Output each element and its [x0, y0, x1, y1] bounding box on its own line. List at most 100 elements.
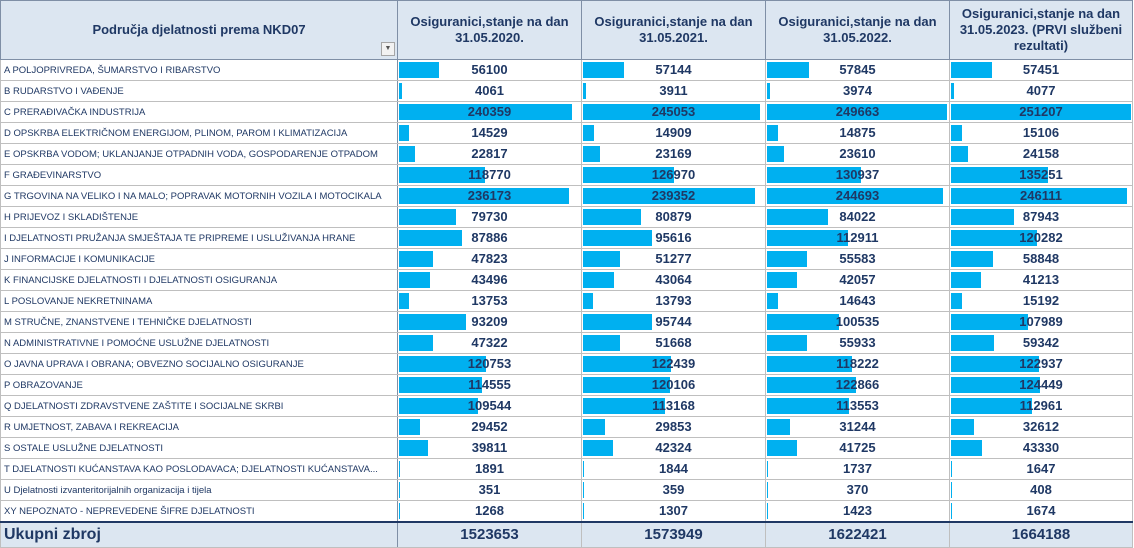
row-label[interactable]: B RUDARSTVO I VAĐENJE — [0, 80, 398, 102]
value-cell-2023[interactable]: 4077 — [949, 80, 1133, 102]
value-cell-2022[interactable]: 370 — [765, 479, 950, 501]
row-label[interactable]: P OBRAZOVANJE — [0, 374, 398, 396]
row-label[interactable]: E OPSKRBA VODOM; UKLANJANJE OTPADNIH VOD… — [0, 143, 398, 165]
row-label[interactable]: M STRUČNE, ZNANSTVENE I TEHNIČKE DJELATN… — [0, 311, 398, 333]
value-cell-2023[interactable]: 251207 — [949, 101, 1133, 123]
value-cell-2020[interactable]: 39811 — [397, 437, 582, 459]
value-cell-2020[interactable]: 240359 — [397, 101, 582, 123]
value-cell-2023[interactable]: 408 — [949, 479, 1133, 501]
value-cell-2020[interactable]: 114555 — [397, 374, 582, 396]
value-cell-2020[interactable]: 29452 — [397, 416, 582, 438]
value-cell-2020[interactable]: 47823 — [397, 248, 582, 270]
value-cell-2023[interactable]: 124449 — [949, 374, 1133, 396]
value-cell-2023[interactable]: 122937 — [949, 353, 1133, 375]
value-cell-2023[interactable]: 59342 — [949, 332, 1133, 354]
value-cell-2020[interactable]: 43496 — [397, 269, 582, 291]
value-cell-2021[interactable]: 29853 — [581, 416, 766, 438]
value-cell-2020[interactable]: 79730 — [397, 206, 582, 228]
value-cell-2022[interactable]: 130937 — [765, 164, 950, 186]
value-cell-2021[interactable]: 51668 — [581, 332, 766, 354]
value-cell-2021[interactable]: 42324 — [581, 437, 766, 459]
value-cell-2022[interactable]: 55583 — [765, 248, 950, 270]
row-label[interactable]: I DJELATNOSTI PRUŽANJA SMJEŠTAJA TE PRIP… — [0, 227, 398, 249]
value-cell-2021[interactable]: 23169 — [581, 143, 766, 165]
value-cell-2021[interactable]: 245053 — [581, 101, 766, 123]
value-cell-2023[interactable]: 32612 — [949, 416, 1133, 438]
value-cell-2023[interactable]: 107989 — [949, 311, 1133, 333]
value-cell-2022[interactable]: 118222 — [765, 353, 950, 375]
row-label[interactable]: U Djelatnosti izvanteritorijalnih organi… — [0, 479, 398, 501]
value-cell-2021[interactable]: 14909 — [581, 122, 766, 144]
row-label[interactable]: XY NEPOZNATO - NEPREVEDENE ŠIFRE DJELATN… — [0, 500, 398, 523]
value-cell-2023[interactable]: 15106 — [949, 122, 1133, 144]
value-cell-2020[interactable]: 109544 — [397, 395, 582, 417]
value-cell-2021[interactable]: 1307 — [581, 500, 766, 523]
value-cell-2022[interactable]: 23610 — [765, 143, 950, 165]
value-cell-2020[interactable]: 1268 — [397, 500, 582, 523]
value-cell-2022[interactable]: 122866 — [765, 374, 950, 396]
value-cell-2023[interactable]: 24158 — [949, 143, 1133, 165]
value-cell-2023[interactable]: 1647 — [949, 458, 1133, 480]
value-cell-2023[interactable]: 112961 — [949, 395, 1133, 417]
row-label[interactable]: L POSLOVANJE NEKRETNINAMA — [0, 290, 398, 312]
value-cell-2022[interactable]: 31244 — [765, 416, 950, 438]
row-label[interactable]: A POLJOPRIVREDA, ŠUMARSTVO I RIBARSTVO — [0, 59, 398, 81]
value-cell-2023[interactable]: 246111 — [949, 185, 1133, 207]
value-cell-2020[interactable]: 47322 — [397, 332, 582, 354]
row-label[interactable]: T DJELATNOSTI KUĆANSTAVA KAO POSLODAVACA… — [0, 458, 398, 480]
value-cell-2020[interactable]: 93209 — [397, 311, 582, 333]
value-cell-2022[interactable]: 57845 — [765, 59, 950, 81]
total-cell-2022[interactable]: 1622421 — [765, 521, 950, 548]
row-label[interactable]: G TRGOVINA NA VELIKO I NA MALO; POPRAVAK… — [0, 185, 398, 207]
row-label[interactable]: F GRAĐEVINARSTVO — [0, 164, 398, 186]
value-cell-2022[interactable]: 100535 — [765, 311, 950, 333]
value-cell-2020[interactable]: 120753 — [397, 353, 582, 375]
value-cell-2023[interactable]: 15192 — [949, 290, 1133, 312]
row-label[interactable]: H PRIJEVOZ I SKLADIŠTENJE — [0, 206, 398, 228]
row-label[interactable]: N ADMINISTRATIVNE I POMOĆNE USLUŽNE DJEL… — [0, 332, 398, 354]
value-cell-2020[interactable]: 4061 — [397, 80, 582, 102]
row-label[interactable]: C PRERAĐIVAČKA INDUSTRIJA — [0, 101, 398, 123]
value-cell-2021[interactable]: 13793 — [581, 290, 766, 312]
value-cell-2022[interactable]: 14875 — [765, 122, 950, 144]
value-cell-2023[interactable]: 57451 — [949, 59, 1133, 81]
value-cell-2022[interactable]: 3974 — [765, 80, 950, 102]
row-label[interactable]: S OSTALE USLUŽNE DJELATNOSTI — [0, 437, 398, 459]
value-cell-2021[interactable]: 239352 — [581, 185, 766, 207]
value-cell-2022[interactable]: 84022 — [765, 206, 950, 228]
value-cell-2022[interactable]: 55933 — [765, 332, 950, 354]
value-cell-2023[interactable]: 58848 — [949, 248, 1133, 270]
filter-dropdown-icon[interactable]: ▼ — [381, 42, 395, 56]
value-cell-2020[interactable]: 56100 — [397, 59, 582, 81]
value-cell-2023[interactable]: 87943 — [949, 206, 1133, 228]
value-cell-2021[interactable]: 120106 — [581, 374, 766, 396]
value-cell-2021[interactable]: 95744 — [581, 311, 766, 333]
row-label[interactable]: O JAVNA UPRAVA I OBRANA; OBVEZNO SOCIJAL… — [0, 353, 398, 375]
value-cell-2020[interactable]: 22817 — [397, 143, 582, 165]
value-cell-2022[interactable]: 14643 — [765, 290, 950, 312]
value-cell-2023[interactable]: 43330 — [949, 437, 1133, 459]
value-cell-2021[interactable]: 95616 — [581, 227, 766, 249]
value-cell-2021[interactable]: 113168 — [581, 395, 766, 417]
row-label[interactable]: K FINANCIJSKE DJELATNOSTI I DJELATNOSTI … — [0, 269, 398, 291]
total-cell-2023[interactable]: 1664188 — [949, 521, 1133, 548]
value-cell-2021[interactable]: 57144 — [581, 59, 766, 81]
value-cell-2021[interactable]: 43064 — [581, 269, 766, 291]
value-cell-2022[interactable]: 244693 — [765, 185, 950, 207]
value-cell-2022[interactable]: 112911 — [765, 227, 950, 249]
total-cell-2021[interactable]: 1573949 — [581, 521, 766, 548]
row-label[interactable]: R UMJETNOST, ZABAVA I REKREACIJA — [0, 416, 398, 438]
total-cell-2020[interactable]: 1523653 — [397, 521, 582, 548]
value-cell-2020[interactable]: 118770 — [397, 164, 582, 186]
value-cell-2022[interactable]: 1423 — [765, 500, 950, 523]
value-cell-2021[interactable]: 3911 — [581, 80, 766, 102]
value-cell-2022[interactable]: 41725 — [765, 437, 950, 459]
value-cell-2020[interactable]: 351 — [397, 479, 582, 501]
value-cell-2020[interactable]: 13753 — [397, 290, 582, 312]
value-cell-2020[interactable]: 236173 — [397, 185, 582, 207]
value-cell-2021[interactable]: 122439 — [581, 353, 766, 375]
value-cell-2021[interactable]: 51277 — [581, 248, 766, 270]
value-cell-2023[interactable]: 120282 — [949, 227, 1133, 249]
value-cell-2020[interactable]: 1891 — [397, 458, 582, 480]
value-cell-2020[interactable]: 14529 — [397, 122, 582, 144]
